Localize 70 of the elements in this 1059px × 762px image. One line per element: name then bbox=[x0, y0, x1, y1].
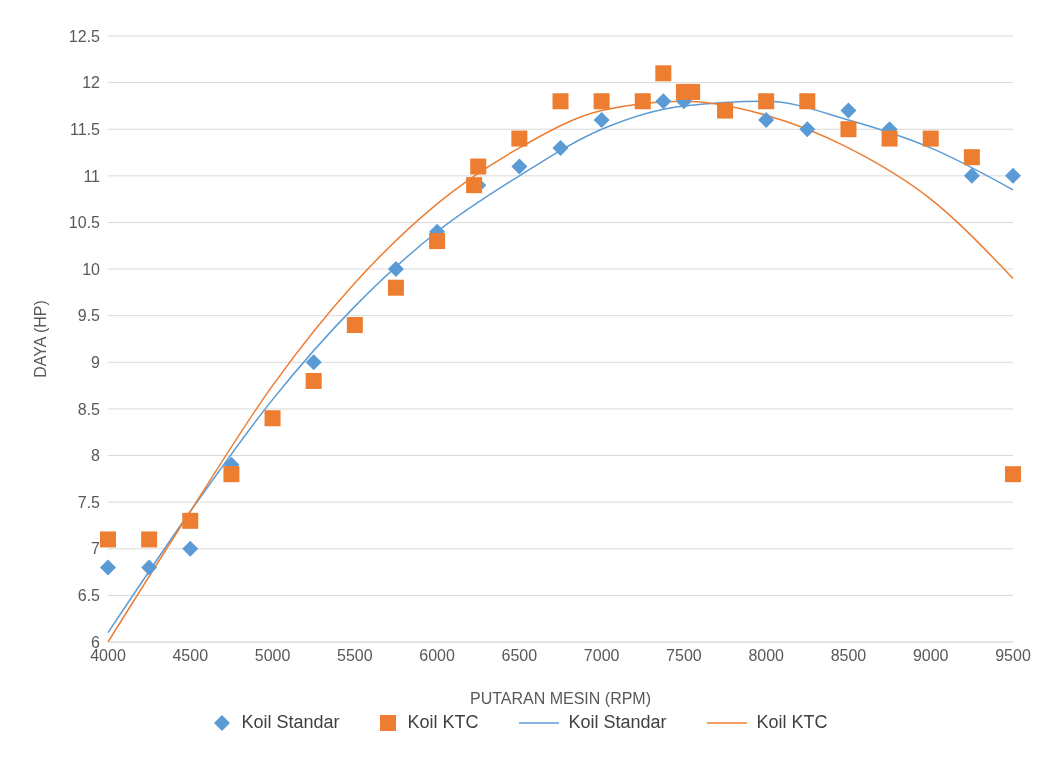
y-tick-label: 9.5 bbox=[77, 307, 101, 325]
point bbox=[593, 111, 610, 128]
point bbox=[223, 466, 240, 483]
point bbox=[182, 540, 199, 557]
y-tick-label: 10 bbox=[82, 260, 101, 278]
x-tick-label: 7500 bbox=[666, 647, 702, 665]
point bbox=[634, 93, 651, 110]
point bbox=[429, 233, 446, 250]
point bbox=[511, 130, 528, 147]
point bbox=[717, 102, 734, 119]
point bbox=[466, 177, 483, 194]
point bbox=[593, 93, 610, 110]
y-tick-label: 10.5 bbox=[68, 214, 101, 232]
point bbox=[1005, 466, 1021, 483]
point bbox=[963, 149, 980, 166]
point bbox=[552, 93, 569, 110]
point bbox=[264, 410, 281, 427]
legend-label: Koil KTC bbox=[407, 712, 479, 733]
legend-label: Koil Standar bbox=[241, 712, 340, 733]
point bbox=[305, 372, 322, 389]
y-tick-label: 9 bbox=[91, 353, 101, 371]
point bbox=[470, 158, 487, 175]
y-tick-label: 11.5 bbox=[70, 120, 101, 138]
point bbox=[799, 121, 816, 138]
y-tick-label: 8 bbox=[91, 447, 101, 465]
point bbox=[552, 139, 569, 156]
x-tick-label: 5000 bbox=[254, 647, 291, 665]
point bbox=[881, 130, 898, 147]
y-tick-label: 11 bbox=[83, 167, 101, 185]
point bbox=[141, 531, 158, 548]
point bbox=[840, 102, 857, 119]
point bbox=[387, 261, 404, 278]
y-tick-label: 6.5 bbox=[77, 587, 101, 605]
y-tick-label: 12 bbox=[82, 74, 101, 92]
x-tick-label: 8500 bbox=[830, 647, 867, 665]
point bbox=[963, 167, 980, 184]
y-tick-label: 8.5 bbox=[77, 400, 101, 418]
x-tick-label: 9000 bbox=[912, 647, 949, 665]
point bbox=[655, 93, 672, 110]
point bbox=[758, 111, 775, 128]
point bbox=[799, 93, 816, 110]
point bbox=[655, 65, 672, 82]
legend-label: Koil Standar bbox=[568, 712, 667, 733]
x-tick-label: 5500 bbox=[337, 647, 373, 665]
point bbox=[141, 559, 158, 576]
point bbox=[182, 512, 199, 529]
y-tick-label: 7 bbox=[91, 540, 101, 558]
x-tick-label: 4000 bbox=[90, 647, 126, 665]
x-axis-title: PUTARAN MESIN (RPM) bbox=[469, 690, 652, 707]
point bbox=[305, 354, 322, 371]
x-tick-label: 8000 bbox=[748, 647, 785, 665]
point bbox=[684, 83, 701, 100]
point bbox=[840, 121, 857, 138]
x-tick-label: 4500 bbox=[172, 647, 209, 665]
point bbox=[100, 531, 116, 548]
point bbox=[758, 93, 775, 110]
point bbox=[1005, 167, 1021, 184]
x-tick-label: 6500 bbox=[501, 647, 538, 665]
x-tick-label: 7000 bbox=[583, 647, 620, 665]
y-tick-label: 7.5 bbox=[77, 493, 101, 511]
point bbox=[922, 130, 939, 147]
legend-label: Koil KTC bbox=[756, 712, 828, 733]
point bbox=[100, 559, 116, 576]
point bbox=[511, 158, 528, 175]
point bbox=[387, 279, 404, 296]
y-axis-title: DAYA (HP) bbox=[31, 300, 49, 378]
x-tick-label: 6000 bbox=[419, 647, 455, 665]
x-tick-label: 9500 bbox=[995, 647, 1031, 665]
y-tick-label: 12.5 bbox=[68, 27, 101, 45]
point bbox=[346, 317, 363, 334]
